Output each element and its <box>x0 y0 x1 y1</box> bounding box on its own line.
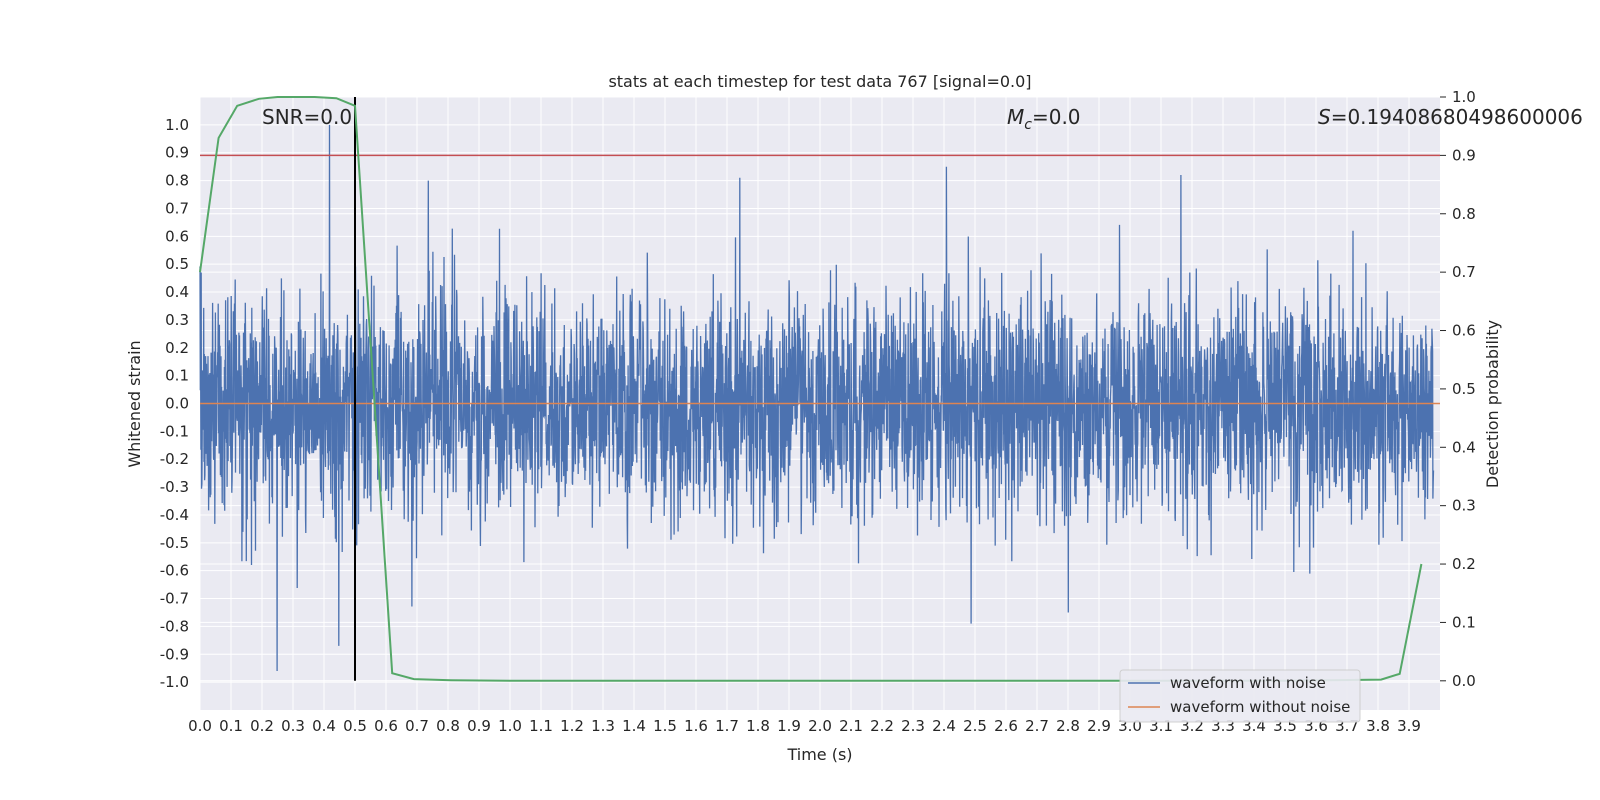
y-tick-label-11: -0.1 <box>160 422 189 440</box>
x-tick-label-18: 1.8 <box>746 717 770 735</box>
x-tick-label-28: 2.8 <box>1056 717 1080 735</box>
x-tick-label-13: 1.3 <box>591 717 615 735</box>
right-y-tick-label-0: 1.0 <box>1452 88 1476 106</box>
x-tick-label-27: 2.7 <box>1025 717 1049 735</box>
legend-label-clean: waveform without noise <box>1170 698 1350 716</box>
x-tick-label-38: 3.8 <box>1366 717 1390 735</box>
x-tick-label-19: 1.9 <box>777 717 801 735</box>
x-tick-label-7: 0.7 <box>405 717 429 735</box>
x-tick-label-0: 0.0 <box>188 717 212 735</box>
y-tick-label-16: -0.6 <box>160 562 189 580</box>
y-tick-label-3: 0.7 <box>165 199 189 217</box>
y-tick-label-10: 0.0 <box>165 395 189 413</box>
y-axis-label: Whitened strain <box>125 340 144 467</box>
right-y-tick-label-2: 0.8 <box>1452 205 1476 223</box>
score-value: =0.19408680498600006 <box>1331 105 1583 129</box>
x-tick-label-39: 3.9 <box>1397 717 1421 735</box>
y-tick-labels: 1.0 0.9 0.8 0.7 0.6 0.5 0.4 0.3 0.2 0.1 0.0 -0.1 -0.… <box>160 116 189 691</box>
x-tick-label-23: 2.3 <box>901 717 925 735</box>
right-y-tick-label-9: 0.1 <box>1452 613 1476 631</box>
y-tick-label-18: -0.8 <box>160 617 189 635</box>
right-y-axis-label: Detection probability <box>1483 320 1502 488</box>
x-axis-label: Time (s) <box>786 745 852 764</box>
right-y-tick-label-10: 0.0 <box>1452 672 1476 690</box>
x-tick-label-2: 0.2 <box>250 717 274 735</box>
right-y-tick-label-7: 0.3 <box>1452 497 1476 515</box>
y-tick-label-20: -1.0 <box>160 673 189 691</box>
legend-box <box>1119 669 1361 723</box>
x-tick-label-4: 0.4 <box>312 717 336 735</box>
x-tick-label-20: 2.0 <box>808 717 832 735</box>
x-tick-label-14: 1.4 <box>622 717 646 735</box>
chart-title: stats at each timestep for test data 767… <box>608 72 1031 91</box>
score-annotation: S=0.19408680498600006 <box>1318 105 1583 129</box>
y-tick-label-13: -0.3 <box>160 478 189 496</box>
y-tick-label-5: 0.5 <box>165 255 189 273</box>
right-y-tick-label-4: 0.6 <box>1452 322 1476 340</box>
x-tick-label-12: 1.2 <box>560 717 584 735</box>
right-y-tick-labels: 1.0 0.9 0.8 0.7 0.6 0.5 0.4 0.3 0.2 0.1 0.0 <box>1440 88 1476 690</box>
chirp-mass-value: =0.0 <box>1032 105 1081 129</box>
right-y-tick-label-6: 0.4 <box>1452 438 1476 456</box>
chirp-mass-subscript: c <box>1024 117 1032 133</box>
x-tick-label-21: 2.1 <box>839 717 863 735</box>
x-tick-label-10: 1.0 <box>498 717 522 735</box>
y-tick-label-0: 1.0 <box>165 116 189 134</box>
y-tick-label-12: -0.2 <box>160 450 189 468</box>
y-tick-label-15: -0.5 <box>160 534 189 552</box>
x-tick-label-25: 2.5 <box>963 717 987 735</box>
chirp-mass-symbol: M <box>1007 105 1024 129</box>
y-tick-label-8: 0.2 <box>165 339 189 357</box>
y-tick-label-9: 0.1 <box>165 367 189 385</box>
x-tick-label-3: 0.3 <box>281 717 305 735</box>
legend-label-noise: waveform with noise <box>1170 674 1326 692</box>
x-tick-label-22: 2.2 <box>870 717 894 735</box>
x-tick-label-16: 1.6 <box>684 717 708 735</box>
x-tick-label-11: 1.1 <box>529 717 553 735</box>
x-tick-label-6: 0.6 <box>374 717 398 735</box>
x-tick-label-29: 2.9 <box>1087 717 1111 735</box>
y-tick-label-17: -0.7 <box>160 590 189 608</box>
y-tick-label-14: -0.4 <box>160 506 189 524</box>
legend: waveform with noise waveform without noi… <box>1119 669 1361 723</box>
x-tick-label-24: 2.4 <box>932 717 956 735</box>
y-tick-label-6: 0.4 <box>165 283 189 301</box>
x-tick-label-9: 0.9 <box>467 717 491 735</box>
snr-annotation: SNR=0.0 <box>262 105 352 129</box>
right-y-tick-label-1: 0.9 <box>1452 146 1476 164</box>
x-tick-label-1: 0.1 <box>219 717 243 735</box>
y-tick-label-19: -0.9 <box>160 645 189 663</box>
right-y-tick-label-3: 0.7 <box>1452 263 1476 281</box>
chirp-mass-annotation: Mc=0.0 <box>1007 105 1081 133</box>
right-y-tick-label-5: 0.5 <box>1452 380 1476 398</box>
right-y-tick-label-8: 0.2 <box>1452 555 1476 573</box>
y-tick-label-2: 0.8 <box>165 172 189 190</box>
y-tick-label-7: 0.3 <box>165 311 189 329</box>
score-symbol: S <box>1318 105 1331 129</box>
x-tick-label-17: 1.7 <box>715 717 739 735</box>
series-waveform-with-noise <box>199 124 1435 672</box>
x-tick-label-26: 2.6 <box>994 717 1018 735</box>
y-tick-label-1: 0.9 <box>165 144 189 162</box>
x-tick-label-8: 0.8 <box>436 717 460 735</box>
y-tick-label-4: 0.6 <box>165 227 189 245</box>
x-tick-label-15: 1.5 <box>653 717 677 735</box>
noise-trace <box>199 124 1435 672</box>
x-tick-label-5: 0.5 <box>343 717 367 735</box>
